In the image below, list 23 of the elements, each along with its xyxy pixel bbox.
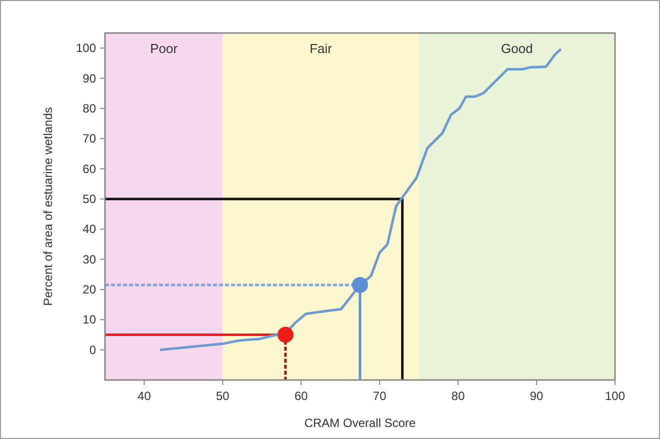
- y-tick-label: 0: [89, 342, 96, 357]
- x-axis-title: CRAM Overall Score: [304, 416, 416, 430]
- y-tick-label: 70: [82, 132, 96, 146]
- y-tick-label: 50: [82, 192, 96, 206]
- band-label: Poor: [150, 41, 178, 56]
- x-tick-label: 70: [372, 389, 387, 403]
- x-tick-label: 50: [216, 389, 230, 403]
- y-tick-label: 30: [82, 252, 96, 266]
- x-tick-label: 100: [604, 389, 626, 403]
- y-tick-label: 20: [82, 282, 96, 296]
- y-tick-label: 80: [82, 101, 96, 116]
- x-tick-label: 60: [294, 389, 308, 403]
- y-tick-label: 60: [82, 162, 96, 176]
- y-tick-label: 90: [82, 71, 96, 86]
- band-label: Fair: [310, 41, 333, 56]
- y-tick-label: 40: [82, 222, 96, 236]
- y-tick-label: 10: [82, 312, 96, 327]
- x-tick-label: 90: [530, 389, 544, 403]
- y-tick-label: 100: [76, 41, 96, 56]
- band-label: Good: [501, 41, 533, 56]
- x-tick-label: 80: [451, 389, 466, 403]
- x-tick-label: 40: [138, 389, 152, 403]
- y-axis-title: Percent of area of estuarine wetlands: [41, 107, 55, 306]
